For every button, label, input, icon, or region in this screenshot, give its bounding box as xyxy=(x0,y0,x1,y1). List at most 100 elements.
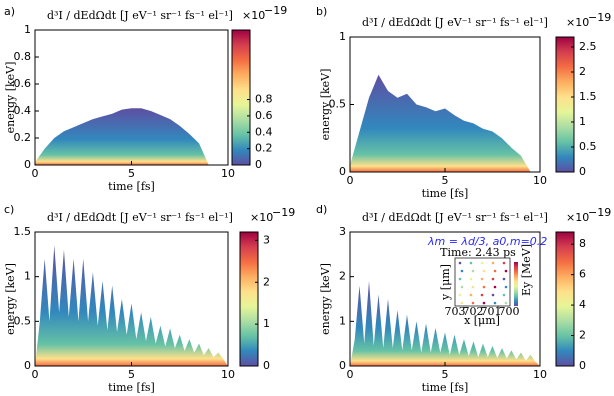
inset-dot xyxy=(482,301,486,305)
inset-dot xyxy=(493,285,497,289)
inset-dot xyxy=(491,293,495,297)
panel-label: d) xyxy=(316,203,327,216)
inset-title: Time: 2.43 ps xyxy=(440,246,516,259)
inset-x-label: x [μm] xyxy=(464,314,500,327)
x-axis-label: time [fs] xyxy=(108,180,155,193)
x-tick-label: 0 xyxy=(347,368,354,381)
y-tick-label: 3 xyxy=(339,225,346,238)
colorbar-tick-label: 0.4 xyxy=(255,125,273,138)
inset-dot xyxy=(482,285,486,289)
x-axis-label: time [fs] xyxy=(422,187,469,200)
colorbar-tick-label: 8 xyxy=(579,237,586,250)
colorbar-scale: ×10 xyxy=(242,9,265,22)
y-tick-label: 0 xyxy=(339,359,346,372)
inset-dot xyxy=(493,301,497,305)
x-tick-label: 5 xyxy=(128,368,135,381)
y-tick-label: 2 xyxy=(339,270,346,283)
y-tick-label: 0.5 xyxy=(329,98,347,111)
y-tick-label: 0.4 xyxy=(14,104,32,117)
colorbar-exponent: −19 xyxy=(588,11,611,24)
y-axis-label: energy [keV] xyxy=(319,69,332,141)
inset-frame xyxy=(454,257,511,307)
y-axis-label: energy [keV] xyxy=(319,263,332,335)
x-tick-label: 5 xyxy=(442,174,449,187)
colorbar-tick-label: 2 xyxy=(579,329,586,342)
colorbar-tick-label: 0 xyxy=(263,359,270,372)
inset-dot xyxy=(471,301,475,305)
inset-x-tick-label: 703 xyxy=(445,305,466,318)
chart-title: d³I / dEdΩdt xyxy=(362,211,432,224)
inset-dot xyxy=(491,277,495,281)
chart-title: d³I / dEdΩdt xyxy=(47,211,117,224)
inset-dot xyxy=(504,301,508,305)
chart-title-unit: [J eV⁻¹ sr⁻¹ fs⁻¹ el⁻¹] xyxy=(120,9,233,22)
chart-title: d³I / dEdΩdt xyxy=(47,9,117,22)
inset-dot xyxy=(480,277,484,281)
y-tick-label: 1 xyxy=(24,270,31,283)
inset-dot xyxy=(504,285,508,289)
spectrum-area xyxy=(350,281,540,366)
x-tick-label: 0 xyxy=(32,167,39,180)
colorbar-tick-label: 1.5 xyxy=(579,90,597,103)
y-tick-label: 0.8 xyxy=(14,50,32,63)
x-tick-label: 10 xyxy=(221,368,235,381)
inset-dot xyxy=(493,269,497,273)
colorbar-scale: ×10 xyxy=(566,211,589,224)
colorbar-tick-label: 0.8 xyxy=(255,93,273,106)
x-tick-label: 5 xyxy=(442,368,449,381)
inset-dot xyxy=(471,285,475,289)
y-tick-label: 0.5 xyxy=(14,314,32,327)
y-tick-label: 0.6 xyxy=(14,77,32,90)
colorbar-tick-label: 0.6 xyxy=(255,109,273,122)
inset-dot xyxy=(469,293,473,297)
x-axis-label: time [fs] xyxy=(422,381,469,394)
y-axis-label: energy [keV] xyxy=(4,263,17,335)
inset-dot xyxy=(504,269,508,273)
colorbar xyxy=(231,29,251,166)
y-tick-label: 0 xyxy=(24,359,31,372)
spectrum-area xyxy=(35,108,209,165)
inset-x-tick-label: 700 xyxy=(499,305,520,318)
y-tick-label: 0 xyxy=(24,158,31,171)
y-tick-label: 1 xyxy=(24,23,31,36)
inset-dot xyxy=(480,261,484,265)
y-tick-label: 0 xyxy=(339,165,346,178)
x-tick-label: 0 xyxy=(32,368,39,381)
colorbar-tick-label: 0.5 xyxy=(579,140,597,153)
inset-x-tick-label: 702 xyxy=(463,305,484,318)
colorbar-scale: ×10 xyxy=(250,211,273,224)
spectrum-area xyxy=(350,74,531,172)
colorbar-exponent: −19 xyxy=(588,206,611,219)
inset-dot xyxy=(480,293,484,297)
inset-dot xyxy=(469,277,473,281)
colorbar-exponent: −19 xyxy=(264,4,287,17)
panel-label: a) xyxy=(4,5,15,18)
inset-dot xyxy=(458,261,462,265)
x-tick-label: 10 xyxy=(533,174,547,187)
colorbar xyxy=(555,36,575,173)
x-tick-label: 5 xyxy=(128,167,135,180)
colorbar-tick-label: 6 xyxy=(579,268,586,281)
x-tick-label: 10 xyxy=(533,368,547,381)
colorbar-exponent: −19 xyxy=(272,206,295,219)
colorbar-tick-label: 0.2 xyxy=(255,142,273,155)
inset-dot xyxy=(482,269,486,273)
panel-label: b) xyxy=(316,5,327,18)
x-axis-label: time [fs] xyxy=(108,381,155,394)
colorbar-tick-label: 2.5 xyxy=(579,40,597,53)
chart-title-unit: [J eV⁻¹ sr⁻¹ fs⁻¹ el⁻¹] xyxy=(435,211,548,224)
inset-dot xyxy=(502,293,506,297)
inset-cbar-label: Ey [MeV] xyxy=(520,244,533,296)
y-axis-label: energy [keV] xyxy=(4,62,17,134)
colorbar-tick-label: 4 xyxy=(579,298,586,311)
inset-dot xyxy=(491,261,495,265)
inset-dot xyxy=(460,301,464,305)
inset-dot xyxy=(460,269,464,273)
y-tick-label: 0.2 xyxy=(14,131,32,144)
colorbar-scale: ×10 xyxy=(566,16,589,29)
inset-dot xyxy=(460,285,464,289)
inset-colorbar xyxy=(514,262,518,306)
spectrum-area xyxy=(35,245,228,366)
inset-annotation: λm = λd/3, a0,m=0.2 xyxy=(427,235,547,248)
